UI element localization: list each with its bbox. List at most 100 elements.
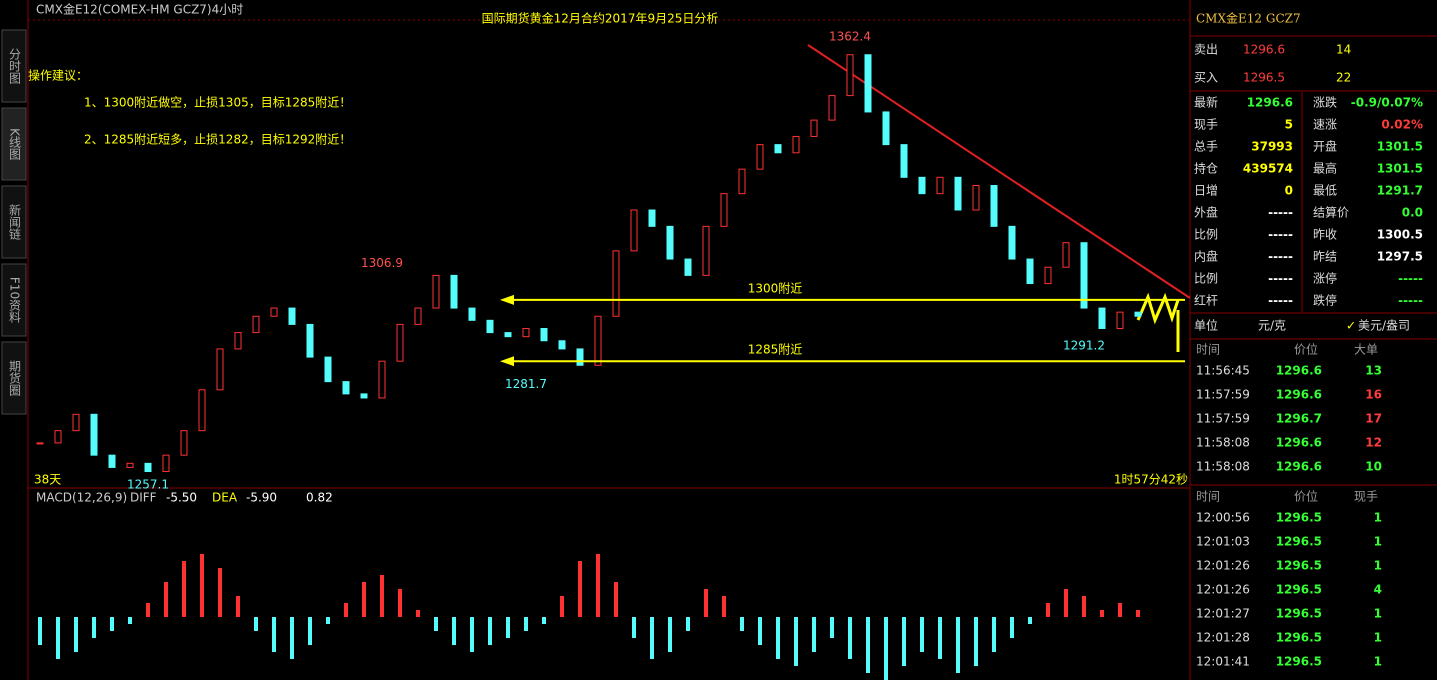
side-tab-label[interactable]: 新闻链 <box>8 203 22 240</box>
trend-line <box>807 44 1191 299</box>
side-tab-label[interactable]: 期货圈 <box>8 360 22 397</box>
candle <box>828 95 836 121</box>
candle <box>1062 242 1070 268</box>
candle <box>468 307 476 321</box>
candle <box>162 454 170 473</box>
price-label: 1281.7 <box>505 377 547 391</box>
candle <box>990 184 998 227</box>
price: 1296.5 <box>1276 559 1322 573</box>
macd-label: -5.50 <box>166 491 197 505</box>
candle <box>720 193 728 227</box>
value: ----- <box>1268 272 1293 286</box>
label: 比例 <box>1194 272 1218 286</box>
time: 12:01:27 <box>1196 607 1250 621</box>
label: 单位 <box>1194 318 1218 333</box>
unit[interactable]: 美元/盎司 <box>1358 319 1410 333</box>
check: ✓ <box>1346 319 1356 333</box>
volume: 17 <box>1365 412 1382 426</box>
candle <box>864 54 872 113</box>
price: 1296.5 <box>1276 535 1322 549</box>
candle <box>630 209 638 252</box>
price: 1296.6 <box>1276 388 1322 402</box>
unit[interactable]: 元/克 <box>1258 319 1286 333</box>
side-tab <box>1 107 27 181</box>
candle <box>396 323 404 362</box>
candle <box>846 54 854 97</box>
candle <box>504 332 512 338</box>
value: 439574 <box>1243 162 1293 176</box>
candle <box>954 176 962 211</box>
time: 12:01:26 <box>1196 559 1250 573</box>
candle <box>684 258 692 276</box>
candle <box>558 340 566 350</box>
label: 现手 <box>1194 118 1218 132</box>
value: 0.0 <box>1402 206 1423 220</box>
candle <box>360 393 368 399</box>
value: 1297.5 <box>1377 250 1423 264</box>
macd-label: MACD(12,26,9) <box>36 491 127 505</box>
candle <box>1116 311 1124 330</box>
price: 1296.6 <box>1276 364 1322 378</box>
advice-heading: 操作建议： <box>28 68 88 83</box>
candle <box>126 462 134 468</box>
candle <box>72 413 80 432</box>
label: 昨收 <box>1313 228 1337 242</box>
candle <box>216 348 224 391</box>
candle <box>1008 225 1016 260</box>
label: 最高 <box>1313 161 1337 176</box>
volume: 22 <box>1336 71 1351 85</box>
candle <box>594 315 602 366</box>
candle <box>414 307 422 325</box>
label: 涨停 <box>1313 271 1337 286</box>
candle <box>306 323 314 358</box>
candle <box>234 332 242 350</box>
label: 外盘 <box>1194 205 1218 220</box>
volume: 13 <box>1365 364 1382 378</box>
side-tab-label[interactable]: K线图 <box>8 128 22 160</box>
value: ----- <box>1268 206 1293 220</box>
price: 1296.5 <box>1276 511 1322 525</box>
candle <box>576 348 584 366</box>
column-header: 大单 <box>1354 343 1378 357</box>
candle <box>540 328 548 342</box>
value: ----- <box>1268 250 1293 264</box>
volume: 1 <box>1374 655 1382 669</box>
price-label: 1291.2 <box>1063 338 1105 352</box>
candle <box>756 144 764 170</box>
price: 1296.7 <box>1276 412 1322 426</box>
candle <box>54 430 62 444</box>
column-header: 时间 <box>1196 490 1220 504</box>
candle <box>738 168 746 195</box>
value: 5 <box>1285 118 1293 132</box>
candle <box>198 389 206 432</box>
candle <box>450 274 458 309</box>
title: 国际期货黄金12月合约2017年9月25日分析 <box>482 11 719 26</box>
label: 内盘 <box>1194 249 1218 264</box>
side-tab-label[interactable]: F10资料 <box>8 277 22 323</box>
candle <box>648 209 656 227</box>
column-header: 现手 <box>1354 490 1378 504</box>
candle <box>522 328 530 338</box>
level-label: 1300附近 <box>748 281 803 295</box>
panel-title: CMX金E12 GCZ7 <box>1196 11 1301 26</box>
side-tab <box>1 185 27 259</box>
candle <box>792 135 800 154</box>
label: 日增 <box>1194 184 1218 198</box>
price-label: 1257.1 <box>127 478 169 492</box>
time: 12:01:03 <box>1196 535 1250 549</box>
value: -0.9/0.07% <box>1351 96 1423 110</box>
period: 38天 <box>34 473 61 487</box>
candle <box>342 381 350 395</box>
candle <box>90 413 98 456</box>
value: 1300.5 <box>1377 228 1423 242</box>
candle <box>288 307 296 325</box>
candle <box>918 176 926 195</box>
label: 速涨 <box>1313 117 1337 132</box>
macd-label: 0.82 <box>306 491 333 505</box>
label: 昨结 <box>1313 250 1337 264</box>
side-tab-label[interactable]: 分时图 <box>8 48 22 84</box>
price-label: 1362.4 <box>829 29 871 43</box>
label: 涨跌 <box>1313 95 1337 110</box>
label: 持仓 <box>1194 161 1218 176</box>
